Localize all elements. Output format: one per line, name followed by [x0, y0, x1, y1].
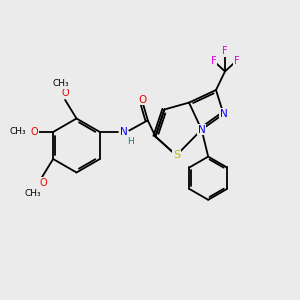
Text: O: O — [31, 127, 38, 137]
Text: CH₃: CH₃ — [52, 79, 69, 88]
Text: N: N — [198, 124, 206, 135]
Text: F: F — [234, 56, 239, 66]
Text: F: F — [222, 46, 228, 56]
Text: CH₃: CH₃ — [24, 189, 41, 198]
Text: F: F — [211, 56, 216, 66]
Text: CH₃: CH₃ — [10, 128, 26, 136]
Text: O: O — [39, 178, 47, 188]
Text: H: H — [127, 137, 134, 146]
Text: N: N — [120, 127, 128, 137]
Text: O: O — [61, 88, 69, 98]
Text: O: O — [138, 94, 147, 105]
Text: N: N — [220, 109, 227, 119]
Text: S: S — [173, 150, 180, 161]
